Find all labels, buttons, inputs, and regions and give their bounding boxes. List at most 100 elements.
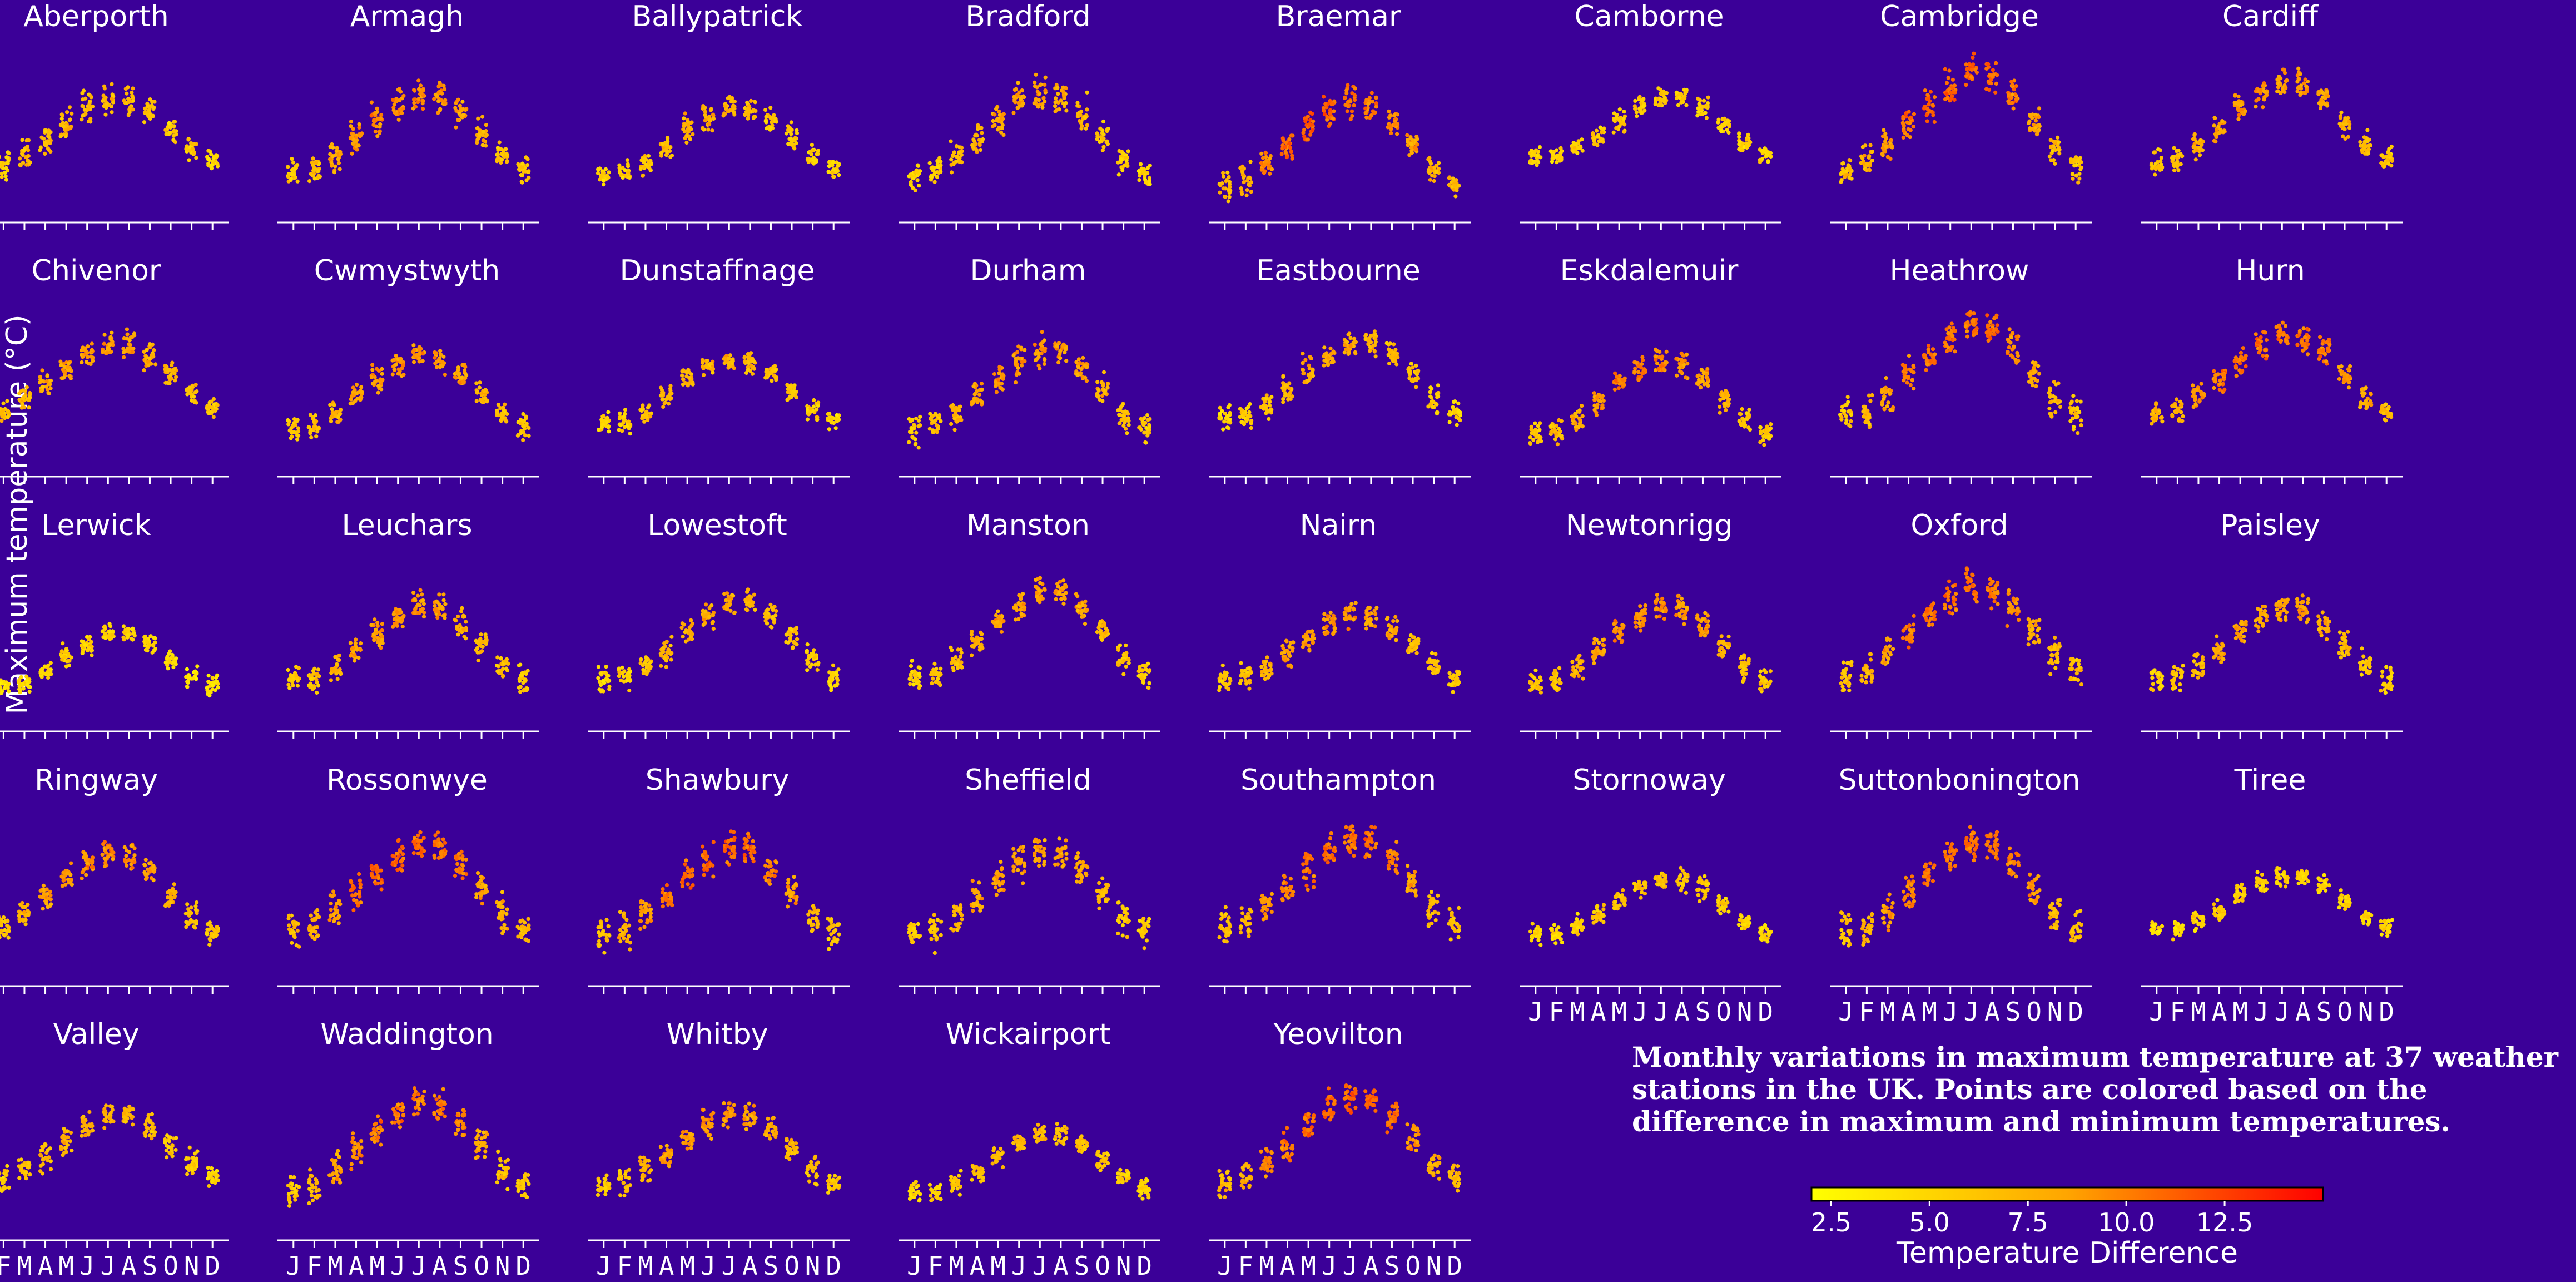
data-point — [1718, 411, 1722, 415]
data-point — [1013, 88, 1017, 92]
data-point — [1227, 199, 1230, 203]
data-point — [933, 180, 937, 184]
data-point — [1991, 74, 1994, 78]
data-point — [475, 399, 479, 403]
data-point — [27, 154, 31, 158]
data-point — [1848, 168, 1852, 172]
data-point — [207, 158, 211, 162]
data-point — [1933, 120, 1937, 124]
data-point — [981, 137, 985, 141]
data-point — [167, 121, 171, 125]
data-point — [1655, 362, 1659, 365]
data-point — [750, 357, 754, 360]
data-point — [826, 417, 830, 420]
data-point — [2075, 399, 2079, 403]
data-point — [815, 418, 819, 422]
data-point — [1965, 335, 1969, 339]
data-point — [110, 82, 113, 86]
data-point — [2076, 181, 2080, 185]
data-point — [910, 174, 914, 178]
data-point — [628, 176, 632, 180]
data-point — [1880, 390, 1884, 394]
data-point — [1947, 87, 1951, 91]
data-point — [1039, 342, 1043, 346]
data-point — [1972, 52, 1976, 56]
data-point — [1767, 435, 1771, 439]
data-point — [1225, 178, 1229, 182]
data-point — [606, 410, 610, 414]
data-point — [2284, 79, 2288, 83]
data-point — [1737, 132, 1741, 136]
data-point — [496, 152, 500, 156]
data-point — [2319, 98, 2323, 102]
data-point — [1950, 334, 1954, 338]
data-point — [1145, 413, 1149, 417]
data-point — [2011, 348, 2014, 352]
data-point — [979, 148, 982, 152]
data-point — [1222, 175, 1225, 179]
y-axis-label: Maximum temperature (°C) — [1, 314, 34, 714]
data-point — [992, 112, 996, 116]
data-point — [915, 170, 919, 174]
data-point — [495, 410, 499, 414]
data-point — [2344, 122, 2348, 126]
data-point — [127, 350, 131, 354]
data-point — [1455, 423, 1459, 427]
data-point — [375, 110, 379, 114]
data-point — [917, 424, 921, 428]
data-point — [1328, 122, 1332, 126]
data-point — [1353, 86, 1357, 90]
data-point — [711, 367, 715, 371]
data-point — [977, 138, 981, 142]
data-point — [665, 150, 669, 154]
data-point — [1613, 372, 1617, 375]
data-point — [953, 428, 957, 432]
data-point — [1084, 127, 1088, 131]
data-point — [213, 409, 217, 413]
data-point — [1017, 91, 1021, 95]
data-point — [1739, 422, 1743, 426]
data-point — [1724, 408, 1728, 412]
data-point — [28, 395, 32, 399]
data-point — [1105, 128, 1109, 132]
data-point — [705, 365, 709, 369]
data-point — [2032, 365, 2036, 369]
data-point — [210, 163, 214, 167]
data-point — [998, 386, 1002, 390]
data-point — [1695, 113, 1699, 117]
data-point — [1347, 333, 1351, 336]
data-point — [339, 152, 343, 156]
data-point — [2325, 104, 2329, 108]
data-point — [1867, 167, 1871, 171]
data-point — [40, 368, 44, 372]
data-point — [436, 91, 440, 95]
data-point — [912, 423, 916, 427]
data-point — [172, 120, 176, 124]
data-point — [292, 168, 296, 172]
data-point — [2160, 165, 2164, 169]
data-point — [421, 107, 425, 111]
data-point — [1036, 90, 1040, 93]
data-point — [1453, 408, 1457, 412]
data-point — [25, 385, 29, 389]
data-point — [1699, 385, 1703, 389]
data-point — [1538, 421, 1542, 425]
data-point — [1746, 133, 1750, 137]
data-point — [1055, 344, 1059, 348]
data-point — [971, 401, 975, 405]
data-point — [2012, 87, 2016, 91]
data-point — [746, 368, 750, 372]
data-point — [421, 359, 425, 363]
data-point — [2048, 155, 2052, 159]
data-point — [810, 143, 814, 147]
data-point — [994, 107, 998, 111]
data-point — [1579, 145, 1582, 149]
data-point — [816, 152, 820, 156]
data-point — [1704, 111, 1708, 115]
data-point — [1139, 162, 1143, 166]
panel-title: Armagh — [350, 0, 464, 33]
data-point — [914, 442, 917, 446]
data-point — [2197, 141, 2201, 145]
data-point — [1249, 419, 1253, 423]
data-point — [1101, 120, 1105, 123]
